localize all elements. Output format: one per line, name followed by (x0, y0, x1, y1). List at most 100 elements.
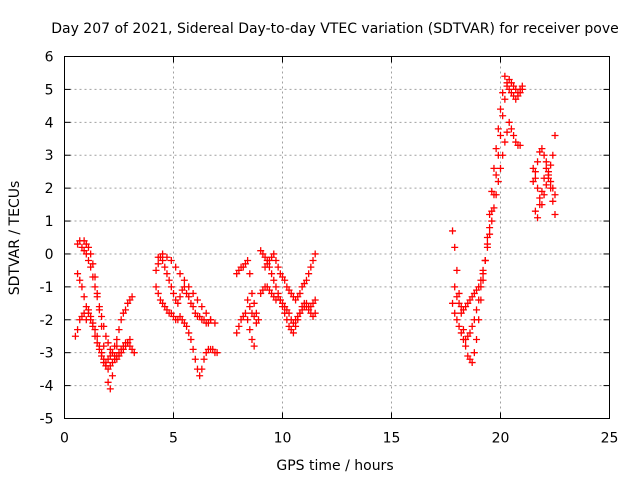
data-point (167, 283, 175, 291)
x-tick-label: 15 (383, 431, 401, 447)
data-point (200, 355, 208, 363)
data-point (167, 257, 175, 265)
data-point (488, 207, 496, 215)
data-point (473, 306, 481, 314)
data-point (542, 164, 550, 172)
data-point (499, 112, 507, 120)
data-point (174, 299, 182, 307)
data-point (501, 138, 509, 146)
data-point (252, 319, 260, 327)
y-tick-label: -2 (40, 313, 54, 329)
data-series (152, 250, 221, 380)
data-point (542, 158, 550, 166)
data-point (185, 283, 193, 291)
data-point (165, 276, 173, 284)
data-point (503, 128, 511, 136)
data-point (115, 326, 123, 334)
data-point (154, 253, 162, 261)
data-series (233, 257, 263, 350)
data-point (213, 349, 221, 357)
data-point (95, 306, 103, 314)
data-point (244, 316, 252, 324)
data-point (87, 316, 95, 324)
data-point (542, 181, 550, 189)
data-point (71, 332, 79, 340)
data-point (449, 227, 457, 235)
data-point (462, 342, 470, 350)
data-point (89, 322, 97, 330)
data-point (270, 250, 278, 258)
data-point (281, 276, 289, 284)
data-point (111, 355, 119, 363)
y-tick-label: -1 (40, 280, 54, 296)
data-point (473, 336, 481, 344)
data-point (481, 257, 489, 265)
data-point (497, 131, 504, 139)
data-point (457, 329, 465, 337)
data-point (104, 378, 112, 386)
data-point (492, 145, 500, 153)
data-point (285, 309, 293, 317)
data-point (78, 283, 86, 291)
data-point (84, 243, 92, 251)
data-point (91, 283, 99, 291)
data-point (531, 168, 539, 176)
data-point (497, 164, 504, 172)
data-point (159, 250, 167, 258)
data-point (106, 385, 114, 393)
data-point (470, 349, 478, 357)
data-point (74, 270, 82, 278)
data-point (170, 289, 177, 297)
data-point (516, 141, 524, 149)
data-point (76, 276, 84, 284)
y-tick-label: -4 (40, 379, 54, 395)
data-point (311, 250, 319, 258)
x-axis-label: GPS time / hours (276, 458, 393, 474)
data-point (211, 319, 219, 327)
data-point (488, 217, 496, 225)
y-tick-label: 6 (45, 50, 54, 66)
data-point (477, 283, 485, 291)
data-point (538, 187, 546, 195)
data-point (93, 289, 101, 297)
data-point (494, 125, 502, 133)
grid-lines (64, 56, 610, 419)
data-point (551, 131, 559, 139)
data-point (74, 326, 82, 334)
data-point (241, 309, 249, 317)
data-point (189, 289, 197, 297)
data-point (185, 293, 193, 301)
data-point (102, 332, 110, 340)
data-point (191, 355, 199, 363)
data-point (536, 201, 544, 209)
data-point (451, 309, 459, 317)
data-point (93, 339, 101, 347)
data-point (172, 263, 180, 271)
data-point (451, 283, 459, 291)
data-point (163, 270, 171, 278)
data-point (91, 273, 99, 281)
data-point (549, 197, 557, 205)
data-point (102, 362, 110, 370)
data-point (84, 309, 92, 317)
data-point (453, 293, 461, 301)
data-point (475, 296, 483, 304)
data-point (202, 309, 210, 317)
data-point (507, 125, 515, 133)
data-point (189, 303, 197, 311)
data-point (268, 270, 276, 278)
data-point (486, 230, 494, 238)
data-point (551, 210, 559, 218)
y-tick-label: 5 (45, 82, 54, 98)
data-point (250, 342, 258, 350)
data-point (185, 329, 193, 337)
data-point (233, 329, 241, 337)
data-point (161, 263, 169, 271)
data-point (95, 345, 103, 353)
data-point (455, 322, 463, 330)
data-point (244, 257, 252, 265)
data-point (311, 296, 319, 304)
data-point (91, 332, 99, 340)
data-point (536, 194, 544, 202)
data-point (98, 322, 106, 330)
